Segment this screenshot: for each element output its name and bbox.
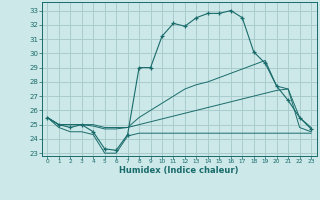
X-axis label: Humidex (Indice chaleur): Humidex (Indice chaleur) (119, 166, 239, 175)
